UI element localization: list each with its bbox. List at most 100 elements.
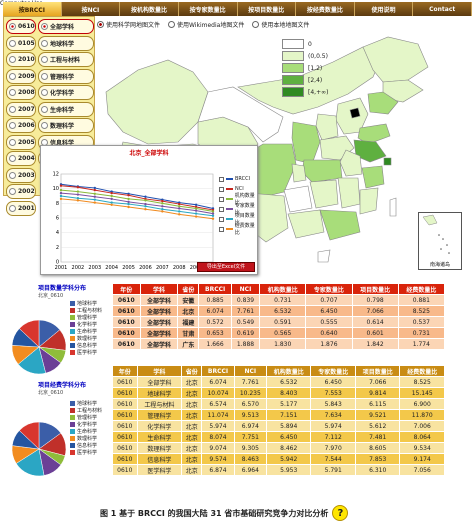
province-shaanxi[interactable] xyxy=(291,121,321,165)
field-option[interactable]: 地球科学 xyxy=(38,35,94,51)
column-header[interactable]: 学科 xyxy=(139,283,179,295)
series-toggle[interactable]: NCI xyxy=(219,184,259,194)
province-hubei[interactable] xyxy=(301,159,343,183)
series-toggle[interactable]: BRCCI xyxy=(219,174,259,184)
province-shandong[interactable] xyxy=(357,123,391,145)
nav-tab-3[interactable]: 按专家数量比 xyxy=(178,2,238,16)
province-jiangsu[interactable] xyxy=(353,139,387,163)
map-source-option[interactable]: 使用本地地图文件 xyxy=(252,20,309,29)
table-row[interactable]: 0610 信息科学 北京 9.574 8.463 5.942 7.544 7.853 9.174 xyxy=(112,453,445,465)
series-toggle[interactable]: 经费数量比 xyxy=(219,223,259,236)
table-row[interactable]: 0610 全部学科 福建 0.572 0.549 0.591 0.555 0.614 0.537 xyxy=(112,316,446,328)
province-shanghai[interactable] xyxy=(383,157,392,166)
series-toggle[interactable]: 专家数量比 xyxy=(219,203,259,216)
table-row[interactable]: 0610 管理科学 北京 11.074 9.513 7.151 7.634 9.521 11.8… xyxy=(112,409,445,421)
province-heilongjiang[interactable] xyxy=(362,36,429,83)
province-xinjiang[interactable] xyxy=(105,59,209,145)
province-hunan[interactable] xyxy=(309,179,339,209)
table-row[interactable]: 0610 化学科学 北京 5.974 6.974 5.894 5.974 5.612 7.006 xyxy=(112,420,445,432)
column-header[interactable]: 省份 xyxy=(177,283,200,295)
column-header[interactable]: NCI xyxy=(233,365,267,377)
province-guangdong[interactable] xyxy=(319,209,361,241)
province-shanxi[interactable] xyxy=(315,113,339,141)
legend-item: 0 xyxy=(282,38,348,50)
column-header[interactable]: 机构数量比 xyxy=(259,283,307,295)
column-header[interactable]: BRCCI xyxy=(198,283,232,295)
year-option[interactable]: 0610 xyxy=(6,19,36,34)
field-option[interactable]: 全部学科 xyxy=(38,19,94,34)
year-option[interactable]: 2006 xyxy=(6,118,36,133)
year-option[interactable]: 2003 xyxy=(6,167,36,183)
column-header[interactable]: 年份 xyxy=(112,283,141,295)
column-header[interactable]: 年份 xyxy=(112,365,138,377)
column-header[interactable]: 省份 xyxy=(181,365,203,377)
column-header[interactable]: 专家数量比 xyxy=(305,283,353,295)
column-header[interactable]: 专家数量比 xyxy=(310,365,356,377)
province-anhui[interactable] xyxy=(339,149,363,177)
column-header[interactable]: 学科 xyxy=(136,365,183,377)
column-header[interactable]: 经费数量比 xyxy=(397,283,446,295)
column-header[interactable]: 机构数量比 xyxy=(265,365,312,377)
table-row[interactable]: 0610 生命科学 北京 8.074 7.751 6.450 7.112 7.481 8.064 xyxy=(112,431,445,443)
map-source-option[interactable]: 使用Wikimedia地图文件 xyxy=(168,20,244,29)
data-point xyxy=(144,195,147,198)
pie-slice[interactable] xyxy=(18,421,40,450)
nav-tab-7[interactable]: Contact xyxy=(413,2,472,16)
nav-tab-1[interactable]: 按NCI xyxy=(61,2,121,16)
help-icon[interactable]: ? xyxy=(332,505,349,521)
year-option[interactable]: 2001 xyxy=(6,200,36,216)
column-header[interactable]: 项目数量比 xyxy=(354,365,401,377)
export-excel-button[interactable]: 导出至Excel文件 xyxy=(197,262,255,272)
year-option[interactable]: 2005 xyxy=(6,134,36,150)
table-row[interactable]: 0610 数理科学 北京 9.074 9.305 8.462 7.970 8.605 9.534 xyxy=(112,442,445,454)
nav-tab-4[interactable]: 按项目数量比 xyxy=(237,2,297,16)
table-cell: 0.839 xyxy=(230,294,261,306)
year-option[interactable]: 0105 xyxy=(6,35,36,51)
nav-tab-0[interactable]: 按BRCCI xyxy=(3,2,62,16)
pie-legend-label: 地球科学 xyxy=(77,301,98,307)
year-option[interactable]: 2007 xyxy=(6,101,36,117)
province-beijing[interactable] xyxy=(349,107,361,119)
table-row[interactable]: 0610 全部学科 广东 1.666 1.888 1.830 1.876 1.842 1.774 xyxy=(112,338,446,350)
province-liaoning[interactable] xyxy=(367,91,399,115)
map-source-option[interactable]: 使用科学网地图文件 xyxy=(97,20,160,29)
province-guangxi[interactable] xyxy=(287,209,325,239)
column-header[interactable]: NCI xyxy=(230,283,261,295)
year-option[interactable]: 2002 xyxy=(6,184,36,199)
field-option[interactable]: 工程与材料 xyxy=(38,52,94,67)
province-gansu[interactable] xyxy=(197,86,284,143)
table-row[interactable]: 0610 工程与材料 北京 6.574 6.570 5.177 5.843 6.115 6.90… xyxy=(112,398,445,410)
pie-slice[interactable] xyxy=(18,319,40,348)
data-point xyxy=(59,194,63,198)
pie-legend-swatch xyxy=(70,450,75,455)
table-row[interactable]: 0610 全部学科 甘肃 0.653 0.619 0.565 0.640 0.601 0.731 xyxy=(112,327,446,339)
table-row[interactable]: 0610 地球科学 北京 10.074 10.235 8.403 7.553 9.814 15.… xyxy=(112,387,445,399)
nav-tab-2[interactable]: 按机构数量比 xyxy=(120,2,179,16)
nav-tab-6[interactable]: 使用说明 xyxy=(354,2,414,16)
field-option[interactable]: 生命科学 xyxy=(38,101,94,117)
table-row[interactable]: 0610 全部学科 安徽 0.885 0.839 0.731 0.707 0.798 0.881 xyxy=(112,294,446,306)
field-option[interactable]: 数理科学 xyxy=(38,118,94,133)
year-option[interactable]: 2009 xyxy=(6,68,36,84)
table-row[interactable]: 0610 全部学科 北京 6.074 7.761 6.532 6.450 7.066 8.525 xyxy=(112,376,445,388)
column-header[interactable]: 项目数量比 xyxy=(351,283,399,295)
province-fujian[interactable] xyxy=(359,187,379,215)
year-option[interactable]: 2008 xyxy=(6,85,36,100)
year-option[interactable]: 2010 xyxy=(6,52,36,67)
province-zhejiang[interactable] xyxy=(361,165,385,189)
province-taiwan[interactable] xyxy=(389,197,397,217)
table-row[interactable]: 0610 全部学科 北京 6.074 7.761 6.532 6.450 7.066 8.525 xyxy=(112,305,446,317)
province-hainan[interactable] xyxy=(317,249,331,263)
province-guizhou[interactable] xyxy=(283,185,313,213)
year-option[interactable]: 2004 xyxy=(6,151,36,166)
column-header[interactable]: BRCCI xyxy=(201,365,235,377)
province-chongqing[interactable] xyxy=(291,163,307,183)
field-option[interactable]: 化学科学 xyxy=(38,85,94,100)
nav-tab-5[interactable]: 按经费数量比 xyxy=(296,2,355,16)
field-option[interactable]: 管理科学 xyxy=(38,68,94,84)
table-row[interactable]: 0610 医学科学 北京 6.874 6.964 5.953 5.791 6.310 7.056 xyxy=(112,464,445,476)
column-header[interactable]: 经费数量比 xyxy=(399,365,445,377)
series-toggle[interactable]: 项目数量比 xyxy=(219,213,259,226)
series-toggle[interactable]: 机构数量比 xyxy=(219,193,259,206)
province-jiangxi[interactable] xyxy=(337,177,361,209)
